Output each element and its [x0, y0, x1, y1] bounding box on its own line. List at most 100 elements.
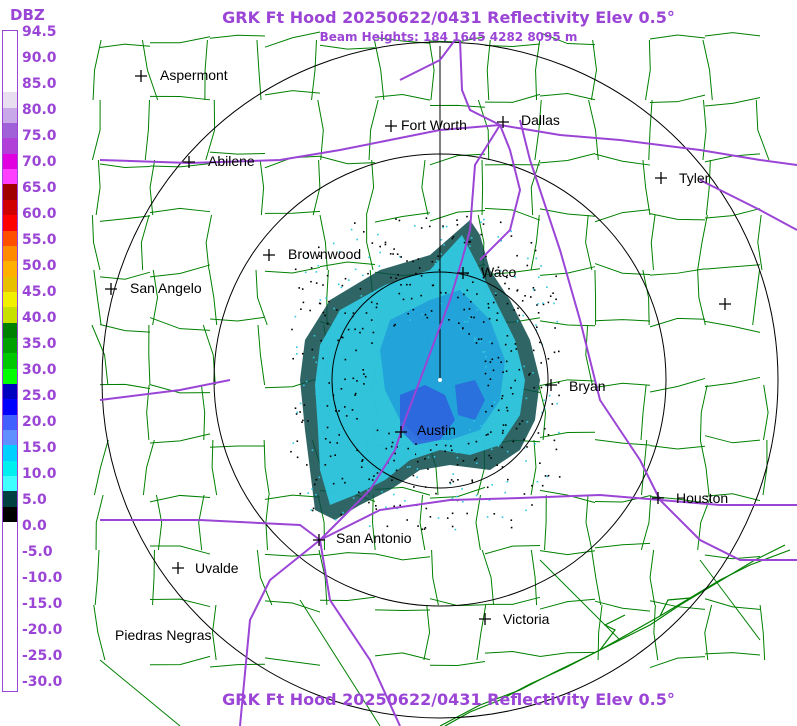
echo-speckle [302, 301, 305, 304]
county-line [319, 552, 376, 557]
echo-speckle [395, 469, 398, 472]
echo-speckle [510, 413, 512, 416]
echo-speckle [356, 449, 358, 452]
echo-speckle [291, 328, 293, 331]
county-line [530, 439, 537, 496]
county-line [648, 99, 653, 161]
echo-speckle [352, 377, 355, 380]
echo-speckle [367, 272, 369, 275]
echo-speckle [482, 276, 485, 279]
echo-speckle [334, 454, 336, 456]
echo-speckle [333, 307, 335, 310]
echo-speckle [445, 225, 448, 228]
echo-speckle [521, 300, 524, 302]
county-line [649, 549, 656, 606]
scale-swatch [3, 506, 17, 523]
echo-speckle [444, 450, 446, 453]
county-line [149, 655, 211, 666]
echo-speckle [377, 335, 379, 337]
echo-speckle [296, 411, 298, 414]
echo-speckle [345, 415, 348, 417]
echo-speckle [506, 335, 509, 337]
echo-speckle [466, 215, 468, 218]
county-line [212, 604, 217, 661]
echo-speckle [530, 242, 533, 244]
echo-speckle [319, 255, 321, 257]
echo-speckle [337, 283, 340, 286]
echo-speckle [449, 482, 452, 485]
echo-speckle [542, 303, 545, 306]
echo-speckle [462, 460, 465, 462]
echo-speckle [525, 460, 527, 462]
echo-speckle [487, 303, 490, 305]
county-line [256, 549, 273, 606]
echo-speckle [451, 449, 453, 452]
echo-speckle [536, 326, 538, 328]
echo-speckle [490, 431, 492, 433]
echo-speckle [379, 245, 381, 248]
city-label: Uvalde [195, 560, 239, 576]
echo-speckle [478, 338, 480, 340]
echo-speckle [557, 382, 560, 384]
echo-speckle [376, 429, 379, 432]
echo-speckle [354, 222, 356, 224]
echo-speckle [553, 351, 556, 354]
echo-speckle [531, 504, 533, 506]
echo-speckle [318, 476, 321, 479]
echo-speckle [298, 287, 300, 289]
county-line [149, 433, 211, 444]
scale-label: 65.0 [22, 180, 57, 196]
echo-speckle [532, 288, 535, 291]
echo-speckle [424, 458, 426, 460]
county-line [762, 384, 769, 441]
echo-speckle [348, 279, 350, 281]
county-line [99, 383, 151, 390]
echo-speckle [435, 444, 438, 446]
echo-speckle [535, 257, 538, 260]
echo-speckle [412, 474, 415, 477]
county-line [99, 271, 151, 280]
county-line [539, 320, 596, 327]
echo-speckle [484, 372, 487, 375]
echo-speckle [344, 312, 346, 314]
echo-speckle [510, 350, 513, 352]
echo-speckle [434, 263, 437, 265]
county-line [649, 94, 706, 103]
city-marker [135, 70, 147, 82]
echo-speckle [506, 276, 508, 279]
county-line [539, 379, 596, 387]
echo-speckle [440, 239, 443, 241]
echo-speckle [375, 306, 378, 309]
city-label: Bryan [569, 378, 606, 394]
echo-speckle [542, 302, 544, 304]
county-line [699, 439, 710, 496]
scale-label: -20.0 [22, 622, 63, 638]
scale-label: 30.0 [22, 362, 57, 378]
scale-swatch [3, 261, 17, 278]
echo-speckle [363, 383, 365, 385]
echo-speckle [377, 233, 379, 236]
scale-swatch [3, 445, 17, 462]
echo-speckle [362, 274, 364, 277]
echo-speckle [429, 449, 432, 451]
echo-speckle [541, 411, 543, 414]
echo-speckle [483, 423, 485, 426]
echo-speckle [338, 337, 340, 339]
echo-speckle [462, 327, 464, 329]
highway-i45 [519, 119, 661, 501]
echo-speckle [338, 434, 340, 436]
county-line [149, 317, 211, 331]
echo-speckle [407, 313, 409, 315]
city-marker [457, 267, 469, 279]
scale-label: 20.0 [22, 414, 57, 430]
echo-speckle [361, 460, 363, 462]
echo-speckle [409, 283, 411, 286]
echo-speckle [315, 493, 317, 496]
echo-speckle [290, 450, 292, 453]
scale-swatch [3, 153, 17, 170]
echo-speckle [539, 341, 541, 344]
echo-speckle [512, 440, 515, 443]
echo-speckle [500, 240, 502, 242]
scale-label: 60.0 [22, 206, 57, 222]
scale-label: 85.0 [22, 76, 57, 92]
